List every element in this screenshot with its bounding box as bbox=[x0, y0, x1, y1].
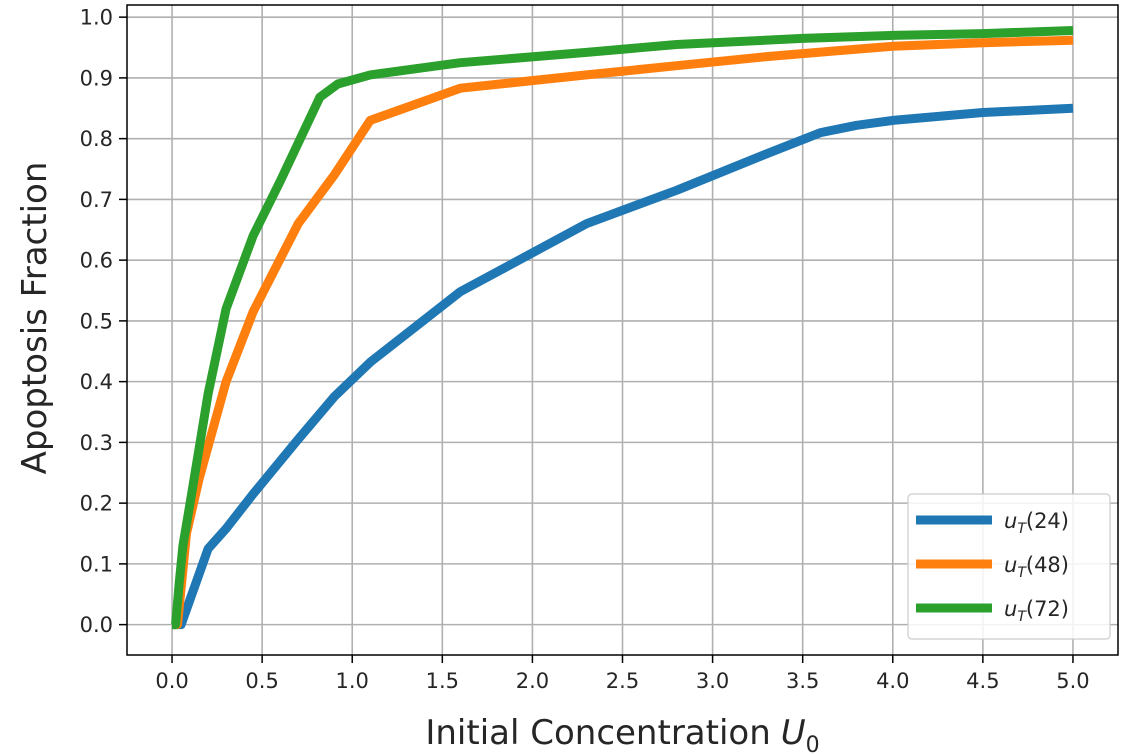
legend-box bbox=[907, 493, 1111, 640]
legend-entry-math: u bbox=[1004, 597, 1017, 621]
series-layer bbox=[171, 26, 1074, 630]
x-tick-label: 2.5 bbox=[606, 669, 639, 693]
x-axis-label-subscript: 0 bbox=[806, 733, 820, 754]
y-tick-label: 0.4 bbox=[80, 370, 113, 394]
legend-entry-subscript: T bbox=[1017, 565, 1027, 581]
x-tick-label: 0.0 bbox=[155, 669, 188, 693]
y-axis-label: Apoptosis Fraction bbox=[15, 162, 55, 475]
legend-entry-math: u bbox=[1004, 509, 1017, 533]
x-tick-label: 1.5 bbox=[426, 669, 459, 693]
x-tick-label: 3.0 bbox=[696, 669, 729, 693]
y-tick-label: 0.7 bbox=[80, 188, 113, 212]
series-line-0 bbox=[172, 103, 1074, 630]
legend: uT(24)uT(48)uT(72) bbox=[907, 493, 1111, 640]
x-axis-label-math: U bbox=[781, 713, 806, 753]
series-line-2 bbox=[171, 26, 1074, 630]
legend-entry-subscript: T bbox=[1017, 609, 1027, 625]
y-tick-label: 0.5 bbox=[80, 309, 113, 333]
x-tick-label: 0.5 bbox=[245, 669, 278, 693]
y-tick-label: 0.2 bbox=[80, 492, 113, 516]
tick-layer: 0.0 0.5 1.0 1.5 2.0 2.5 3.0 3.5 4.0 4.5 5.0 0.0 0.1 0… bbox=[80, 6, 1090, 693]
x-tick-label: 1.0 bbox=[336, 669, 369, 693]
legend-entry-2: uT(72) bbox=[1004, 597, 1069, 625]
x-tick-label: 3.5 bbox=[786, 669, 819, 693]
legend-entry-math: u bbox=[1004, 553, 1017, 577]
y-tick-label: 0.9 bbox=[80, 66, 113, 90]
legend-entry-rest: (48) bbox=[1026, 553, 1069, 577]
x-tick-label: 4.5 bbox=[966, 669, 999, 693]
x-axis-label: Initial Concentration U0 bbox=[425, 713, 819, 754]
y-tick-label: 0.8 bbox=[80, 127, 113, 151]
legend-entry-rest: (72) bbox=[1026, 597, 1069, 621]
legend-entry-rest: (24) bbox=[1026, 509, 1069, 533]
x-axis-label-text: Initial Concentration bbox=[425, 713, 770, 753]
x-tick-label: 5.0 bbox=[1056, 669, 1089, 693]
x-tick-label: 2.0 bbox=[516, 669, 549, 693]
y-tick-label: 0.0 bbox=[80, 613, 113, 637]
y-tick-label: 1.0 bbox=[80, 6, 113, 30]
legend-entry-1: uT(48) bbox=[1004, 553, 1069, 581]
x-tick-label: 4.0 bbox=[876, 669, 909, 693]
y-tick-label: 0.3 bbox=[80, 431, 113, 455]
y-tick-label: 0.6 bbox=[80, 249, 113, 273]
legend-entry-0: uT(24) bbox=[1004, 509, 1069, 537]
y-tick-label: 0.1 bbox=[80, 552, 113, 576]
legend-entry-subscript: T bbox=[1017, 521, 1027, 537]
